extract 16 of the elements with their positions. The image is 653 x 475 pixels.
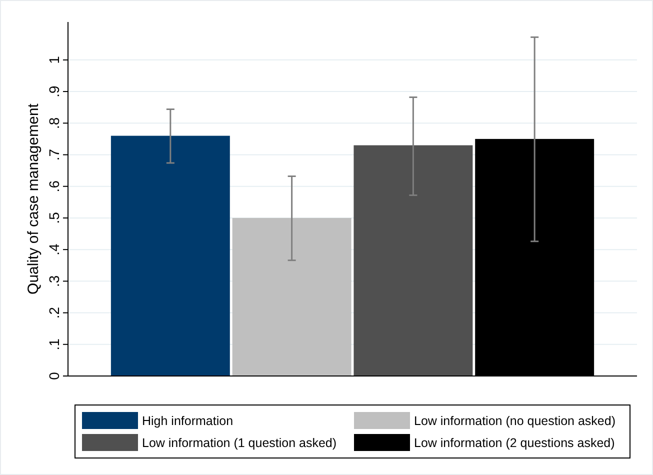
y-tick-label: 0 (46, 372, 62, 380)
legend-label: Low information (2 questions asked) (414, 436, 615, 450)
y-tick-label: .8 (46, 117, 62, 129)
y-tick-label: .5 (46, 212, 62, 224)
y-tick-label: .7 (46, 148, 62, 161)
y-tick-label: .2 (46, 306, 62, 319)
y-axis-title: Quality of case management (25, 102, 42, 294)
y-tick-label: 1 (46, 56, 62, 64)
y-tick-label: .9 (46, 85, 62, 98)
y-tick-label: .6 (46, 180, 62, 192)
legend-label: Low information (1 question asked) (142, 436, 337, 450)
legend-label: Low information (no question asked) (414, 414, 616, 428)
y-tick-label: .4 (46, 244, 62, 256)
y-tick-label: .3 (46, 275, 62, 288)
y-tick-label: .1 (46, 338, 62, 350)
legend-label: High information (142, 414, 234, 428)
